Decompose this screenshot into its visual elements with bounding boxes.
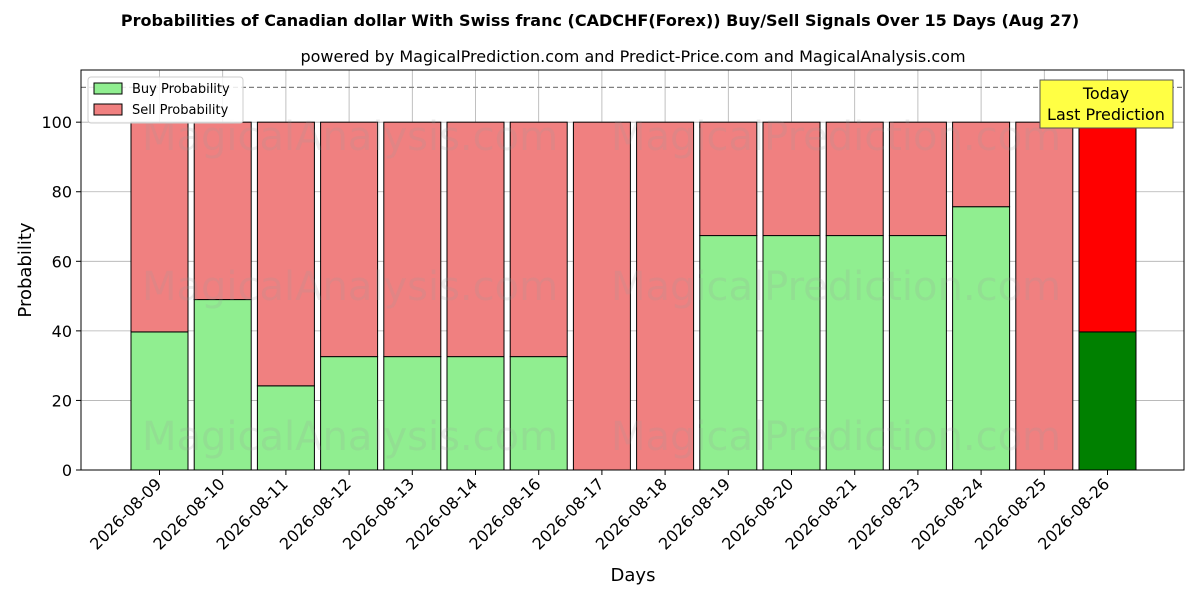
sell-bar [130, 121, 189, 333]
x-axis-label: Days [611, 565, 656, 586]
annotation-line2: Last Prediction [1047, 105, 1165, 124]
legend-label-buy: Buy Probability [132, 82, 230, 97]
buy-bar [888, 235, 947, 471]
sell-bar [446, 121, 505, 358]
buy-bar [383, 356, 442, 471]
legend: Buy Probability Sell Probability [87, 76, 244, 124]
buy-bar [446, 356, 505, 471]
watermark-text: MagicalPrediction.com [611, 414, 1061, 460]
sell-bar [762, 121, 821, 237]
sell-bar [1078, 121, 1137, 333]
sell-bar [320, 121, 379, 358]
sell-bar [383, 121, 442, 358]
today-annotation: Today Last Prediction [1039, 79, 1174, 129]
y-tick-label: 0 [62, 461, 72, 480]
chart-title: Probabilities of Canadian dollar With Sw… [121, 11, 1079, 30]
legend-swatch-buy [93, 82, 123, 95]
buy-bar [193, 299, 252, 471]
legend-label-sell: Sell Probability [132, 103, 229, 118]
y-tick-label: 80 [52, 183, 72, 202]
y-axis-label: Probability [15, 222, 36, 317]
buy-bar [825, 235, 884, 471]
plot-frame [80, 69, 1185, 471]
y-tick-label: 100 [41, 113, 72, 132]
sell-bar [636, 121, 695, 471]
annotation-line1: Today [1082, 84, 1129, 103]
y-tick-label: 20 [52, 391, 72, 410]
buy-bar [762, 235, 821, 471]
sell-bar [256, 121, 315, 387]
chart-subtitle: powered by MagicalPrediction.com and Pre… [300, 47, 965, 66]
buy-bar [509, 356, 568, 471]
sell-bar [888, 121, 947, 237]
sell-bar [825, 121, 884, 237]
sell-bar [699, 121, 758, 237]
sell-bar [509, 121, 568, 358]
sell-bar [572, 121, 631, 471]
buy-bar [320, 356, 379, 471]
buy-bar [699, 235, 758, 471]
y-tick-label: 40 [52, 322, 72, 341]
y-tick-label: 60 [52, 252, 72, 271]
watermark-text: MagicalPrediction.com [611, 114, 1061, 160]
buy-bar [256, 385, 315, 471]
buy-bar [952, 206, 1011, 471]
watermark-text: MagicalPrediction.com [611, 264, 1061, 310]
sell-bar [952, 121, 1011, 208]
watermark-text: MagicalAnalysis.com [142, 414, 558, 460]
buy-bar [1078, 331, 1137, 471]
legend-swatch-sell [93, 103, 123, 116]
annotation-box [1039, 79, 1174, 129]
legend-frame [87, 76, 244, 124]
watermark-text: MagicalAnalysis.com [142, 264, 558, 310]
bars-layer [130, 121, 1137, 471]
